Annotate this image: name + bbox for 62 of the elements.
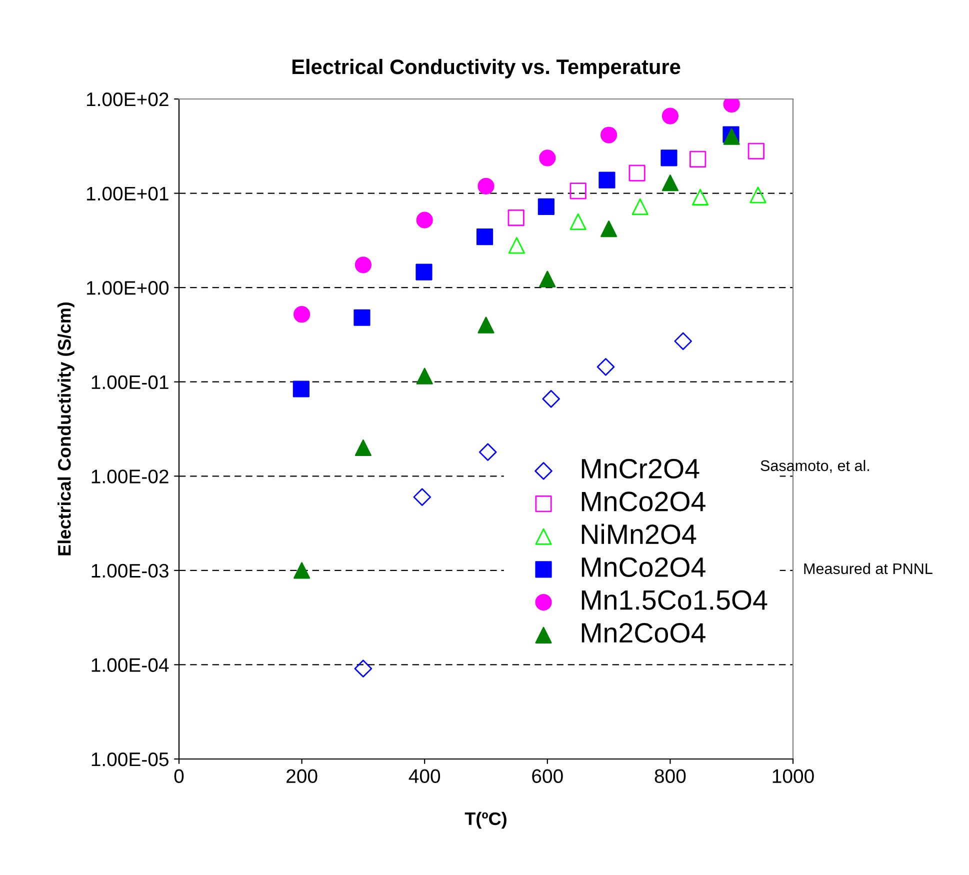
point [539, 150, 556, 166]
point [354, 660, 372, 678]
point [750, 186, 766, 204]
legend-label: NiMn2O4 [582, 524, 696, 544]
legend-label: Mn2CoO4 [582, 623, 706, 643]
y-tick-label: 1.00E-01 [92, 375, 168, 390]
y-tick-label: 1.00E-04 [92, 658, 169, 672]
point [662, 174, 678, 192]
y-tick-label: 1.00E+00 [86, 281, 169, 295]
point [354, 256, 372, 274]
point [478, 443, 497, 461]
point [508, 237, 525, 254]
point [596, 358, 615, 376]
x-tick-label: 1000 [772, 769, 814, 784]
x-tick-label: 0 [174, 769, 184, 784]
point [600, 220, 618, 238]
y-tick-label: 1.00E-03 [92, 564, 168, 578]
point [294, 562, 310, 579]
point [413, 488, 432, 506]
point [662, 108, 678, 124]
point [508, 209, 524, 226]
x-tick-label: 400 [408, 769, 440, 784]
legend-label: MnCr2O4 [582, 458, 700, 479]
point [416, 212, 433, 228]
point [354, 309, 370, 326]
point [416, 368, 433, 384]
y-tick-label: 1.00E+01 [86, 186, 168, 201]
legend-label: Mn1.5Co1.5O4 [582, 590, 768, 610]
point [570, 213, 586, 230]
x-tick-label: 200 [286, 769, 318, 784]
point [476, 228, 494, 246]
x-tick-label: 800 [654, 769, 686, 784]
point [542, 390, 560, 408]
point [292, 380, 310, 398]
legend-label: MnCo2O4 [582, 557, 706, 578]
point [748, 142, 764, 160]
point [692, 188, 709, 206]
point [538, 198, 554, 216]
legend-label: MnCo2O4 [582, 492, 706, 512]
annotation: Sasamoto, et al. [760, 460, 870, 473]
y-axis-title: Electrical Conductivity (S/cm) [58, 302, 74, 556]
point [632, 198, 648, 216]
point [674, 332, 692, 350]
point [478, 178, 494, 194]
point [354, 439, 372, 456]
point [660, 150, 678, 166]
point [539, 270, 556, 288]
text: Measured at PNNL [804, 562, 932, 574]
x-axis-title: T(ºC) [464, 812, 506, 829]
point [478, 316, 494, 334]
point [294, 306, 310, 323]
point [570, 182, 586, 200]
point [690, 150, 706, 168]
point [600, 126, 618, 144]
chart-title: Electrical Conductivity vs. Temperature [292, 58, 680, 78]
point [416, 264, 432, 280]
x-tick-label: 600 [532, 769, 563, 784]
y-tick-label: 1.00E-05 [92, 752, 168, 766]
point [628, 164, 646, 182]
y-tick-label: 1.00E-02 [92, 470, 168, 484]
y-tick-label: 1.00E+02 [86, 92, 168, 106]
point [598, 172, 616, 188]
